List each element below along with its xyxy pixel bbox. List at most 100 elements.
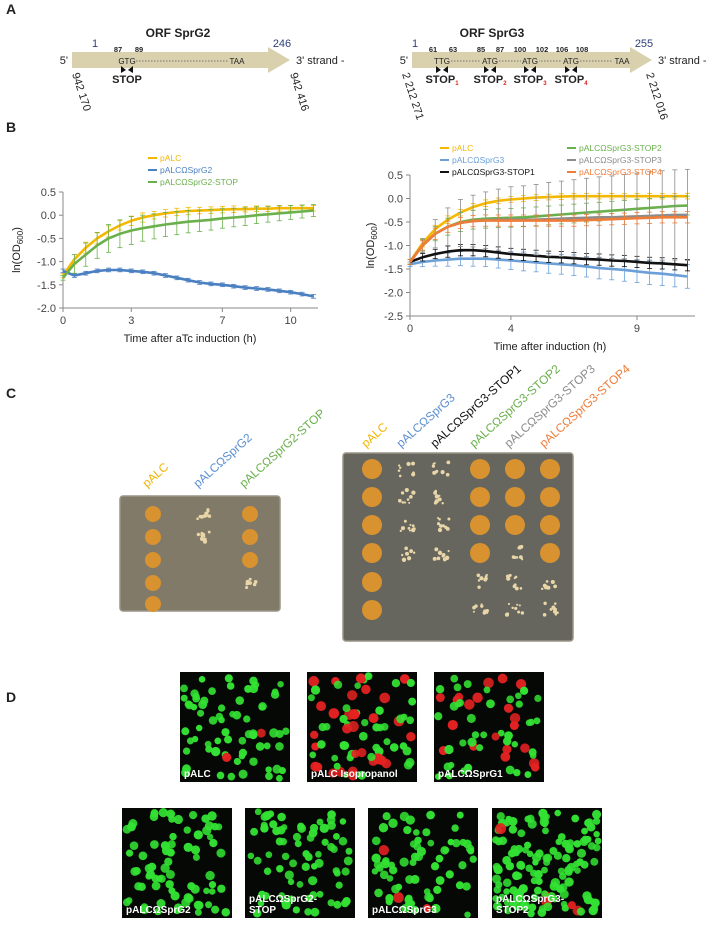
live-cell (217, 704, 226, 712)
colony (409, 523, 412, 527)
live-cell (395, 883, 403, 891)
live-cell (533, 717, 541, 725)
live-cell (265, 772, 273, 781)
x-tick-label: 7 (219, 315, 225, 327)
live-cell (173, 814, 183, 825)
live-cell (371, 836, 381, 846)
x-tick-label: 9 (634, 323, 640, 335)
live-cell (165, 880, 174, 889)
colony (540, 587, 544, 591)
live-cell (310, 685, 321, 695)
colony (447, 549, 450, 553)
live-cell (195, 724, 203, 732)
colony (434, 547, 439, 552)
colony (553, 584, 558, 589)
live-cell (405, 757, 415, 768)
live-cell (399, 857, 409, 867)
live-cell (562, 853, 571, 863)
live-cell (252, 908, 262, 918)
bacterial-spot (242, 506, 258, 522)
live-cell (281, 852, 290, 861)
live-cell (158, 808, 168, 818)
x-axis-label: Time after aTc induction (h) (124, 333, 257, 345)
live-cell (456, 698, 464, 707)
colony (404, 487, 409, 493)
live-cell (122, 898, 131, 907)
live-cell (406, 716, 415, 725)
live-cell (316, 890, 324, 898)
stop-label: STOP (112, 74, 142, 86)
stop-label: STOP4 (554, 74, 588, 87)
y-tick-label: -1.0 (37, 257, 56, 269)
live-cell (192, 853, 200, 861)
live-cell (278, 892, 286, 899)
live-cell (358, 731, 368, 741)
live-cell (318, 722, 327, 732)
live-cell (528, 903, 537, 912)
dead-cell (355, 673, 367, 684)
live-cell (305, 894, 313, 903)
live-cell (505, 765, 515, 775)
stop-arrowhead (128, 66, 133, 73)
live-cell (459, 739, 467, 747)
live-cell (367, 752, 376, 762)
dead-cell (500, 751, 511, 762)
bacterial-spot (362, 487, 382, 507)
live-cell (510, 900, 518, 908)
orf-start: 1 (92, 38, 98, 50)
live-cell (463, 680, 472, 689)
colony (434, 489, 438, 493)
x-tick-label: 0 (60, 315, 66, 327)
live-cell (270, 690, 280, 699)
dead-cell (381, 758, 392, 769)
micrograph-label: pALCΩSprG2 (126, 905, 191, 916)
live-cell (180, 684, 188, 693)
live-cell (422, 828, 431, 837)
live-cell (224, 735, 233, 744)
colony (399, 466, 402, 469)
live-cell (302, 850, 310, 858)
stop-number: 1 (455, 81, 459, 87)
colony (405, 552, 409, 556)
live-cell (364, 672, 373, 681)
colony (474, 604, 478, 608)
live-cell (435, 854, 444, 863)
colony (409, 549, 414, 553)
colony (441, 554, 445, 558)
colony (511, 606, 514, 610)
bacterial-spot (242, 552, 258, 568)
live-cell (207, 811, 217, 821)
live-cell (330, 845, 338, 854)
live-cell (533, 886, 542, 895)
series-line (409, 248, 688, 267)
live-cell (506, 695, 515, 704)
live-cell (297, 822, 305, 831)
colony (513, 583, 517, 587)
live-cell (129, 841, 139, 850)
live-cell (282, 727, 290, 735)
live-cell (221, 907, 231, 917)
live-cell (253, 856, 262, 865)
live-cell (198, 700, 208, 710)
live-cell (272, 826, 281, 836)
colony (407, 526, 411, 530)
dead-cell (472, 692, 483, 703)
dead-cell (422, 904, 432, 913)
live-cell (281, 900, 291, 910)
bacterial-spot (362, 600, 382, 620)
stop-number: 2 (503, 81, 507, 87)
colony (441, 502, 444, 505)
dead-cell (491, 732, 500, 741)
dead-cell (349, 709, 360, 720)
bacterial-spot (145, 552, 161, 568)
dead-cell (222, 752, 232, 762)
codon-position: 100 (514, 45, 527, 54)
live-cell (554, 809, 562, 817)
colony (520, 611, 525, 615)
stop-arrowhead (436, 66, 441, 73)
colony (403, 519, 407, 523)
stop-number: 4 (584, 81, 588, 87)
live-cell (205, 745, 213, 753)
colony (519, 587, 523, 590)
live-cell (327, 821, 336, 830)
